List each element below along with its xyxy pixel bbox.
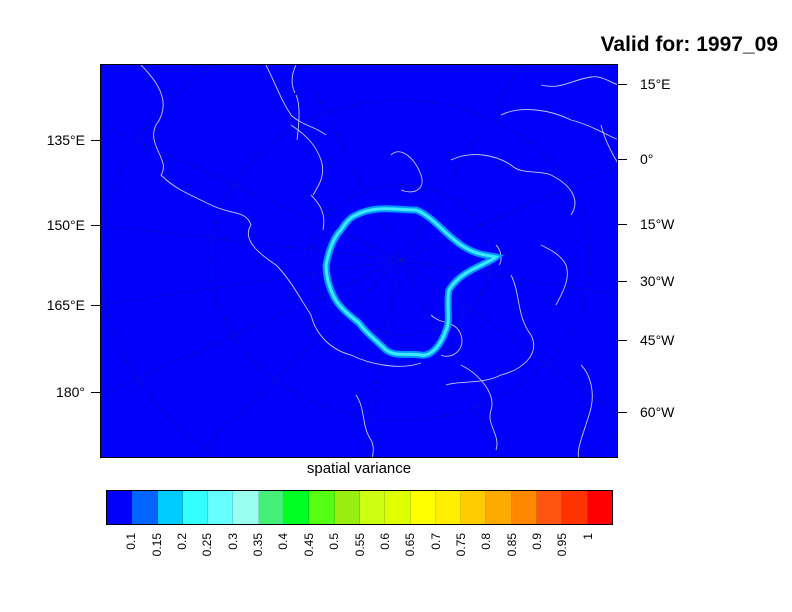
coastlines	[140, 65, 617, 457]
colorbar-cell	[157, 491, 183, 524]
left-axis-label: 150°E	[46, 217, 85, 233]
right-tick	[618, 159, 627, 160]
left-tick	[91, 305, 100, 306]
left-axis-label: 165°E	[46, 297, 85, 313]
colorbar-label: 0.45	[301, 533, 316, 557]
right-tick	[618, 340, 627, 341]
colorbar-label: 0.2	[175, 533, 190, 550]
colorbar-label: 0.5	[327, 533, 342, 550]
colorbar-label: 0.35	[251, 533, 266, 557]
right-axis-label: 60°W	[640, 404, 675, 420]
colorbar-label: 0.85	[504, 533, 519, 557]
colorbar-label: 0.3	[225, 533, 240, 550]
colorbar-label: 0.15	[149, 533, 164, 557]
colorbar-label: 0.1	[124, 533, 139, 550]
colorbar-label: 0.8	[479, 533, 494, 550]
colorbar-label: 0.95	[555, 533, 570, 557]
colorbar	[106, 490, 613, 525]
right-axis-label: 0°	[640, 151, 654, 167]
colorbar-cell	[132, 491, 158, 524]
colorbar-cell	[107, 491, 133, 524]
left-tick	[91, 225, 100, 226]
colorbar-cell	[511, 491, 538, 524]
map-canvas	[101, 65, 617, 457]
colorbar-cell	[359, 491, 386, 524]
colorbar-cell	[410, 491, 436, 524]
colorbar-label: 0.65	[403, 533, 418, 557]
left-axis-label: 180°	[56, 384, 85, 400]
right-axis-label: 45°W	[640, 332, 675, 348]
sea-ice-edge	[322, 205, 505, 359]
colorbar-label: 0.4	[276, 533, 291, 550]
colorbar-cell	[562, 491, 588, 524]
plot-title: Valid for: 1997_09	[600, 33, 778, 56]
colorbar-cell	[334, 491, 360, 524]
right-tick	[618, 412, 627, 413]
right-axis-label: 30°W	[640, 273, 675, 289]
colorbar-cell	[182, 491, 209, 524]
graticule	[101, 65, 617, 457]
colorbar-cell	[233, 491, 259, 524]
right-axis-label: 15°E	[640, 76, 671, 92]
colorbar-cell	[486, 491, 512, 524]
colorbar-cell	[208, 491, 234, 524]
colorbar-title: spatial variance	[306, 460, 412, 477]
left-tick	[91, 392, 100, 393]
left-axis-label: 135°E	[46, 132, 85, 148]
colorbar-label: 1	[580, 533, 595, 540]
colorbar-cell	[461, 491, 487, 524]
colorbar-cell	[385, 491, 411, 524]
right-tick	[618, 84, 627, 85]
colorbar-cell	[435, 491, 462, 524]
right-tick	[618, 224, 627, 225]
colorbar-cell	[537, 491, 563, 524]
right-tick	[618, 281, 627, 282]
colorbar-label: 0.55	[352, 533, 367, 557]
colorbar-labels: 0.1 0.15 0.2 0.25 0.3 0.35 0.4 0.45 0.5 0.55 0.6 0.…	[106, 533, 613, 583]
map-panel	[100, 64, 618, 458]
colorbar-cell	[258, 491, 285, 524]
left-tick	[91, 140, 100, 141]
colorbar-cell	[587, 491, 612, 524]
colorbar-label: 0.6	[377, 533, 392, 550]
colorbar-cell	[309, 491, 335, 524]
colorbar-label: 0.75	[453, 533, 468, 557]
colorbar-label: 0.7	[428, 533, 443, 550]
right-axis-label: 15°W	[640, 216, 675, 232]
colorbar-label: 0.25	[200, 533, 215, 557]
colorbar-cell	[284, 491, 310, 524]
colorbar-label: 0.9	[529, 533, 544, 550]
